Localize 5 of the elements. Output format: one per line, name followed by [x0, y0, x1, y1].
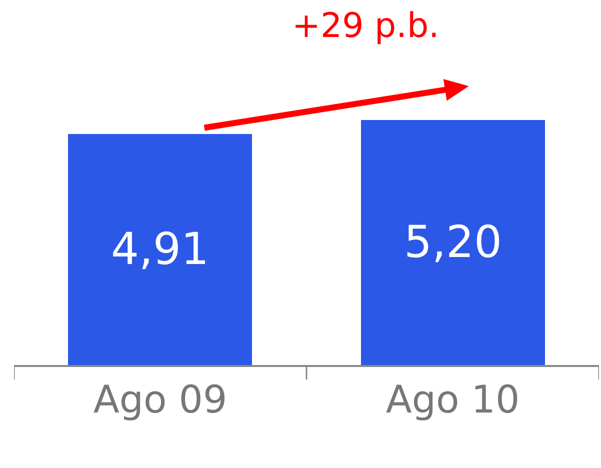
- x-tick-label: Ago 10: [386, 377, 520, 422]
- text: +29 p.b.: [292, 6, 440, 46]
- data-label: 5,20: [404, 217, 502, 268]
- x-tick-label: Ago 09: [93, 377, 228, 422]
- data-label: 4,91: [111, 224, 209, 275]
